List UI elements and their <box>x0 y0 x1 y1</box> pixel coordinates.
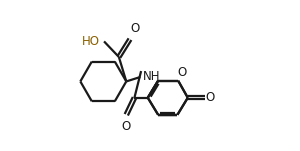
Text: O: O <box>131 22 140 35</box>
Text: O: O <box>206 91 215 104</box>
Text: O: O <box>177 66 187 79</box>
Text: HO: HO <box>82 35 100 48</box>
Text: NH: NH <box>142 71 160 84</box>
Text: O: O <box>122 120 131 133</box>
